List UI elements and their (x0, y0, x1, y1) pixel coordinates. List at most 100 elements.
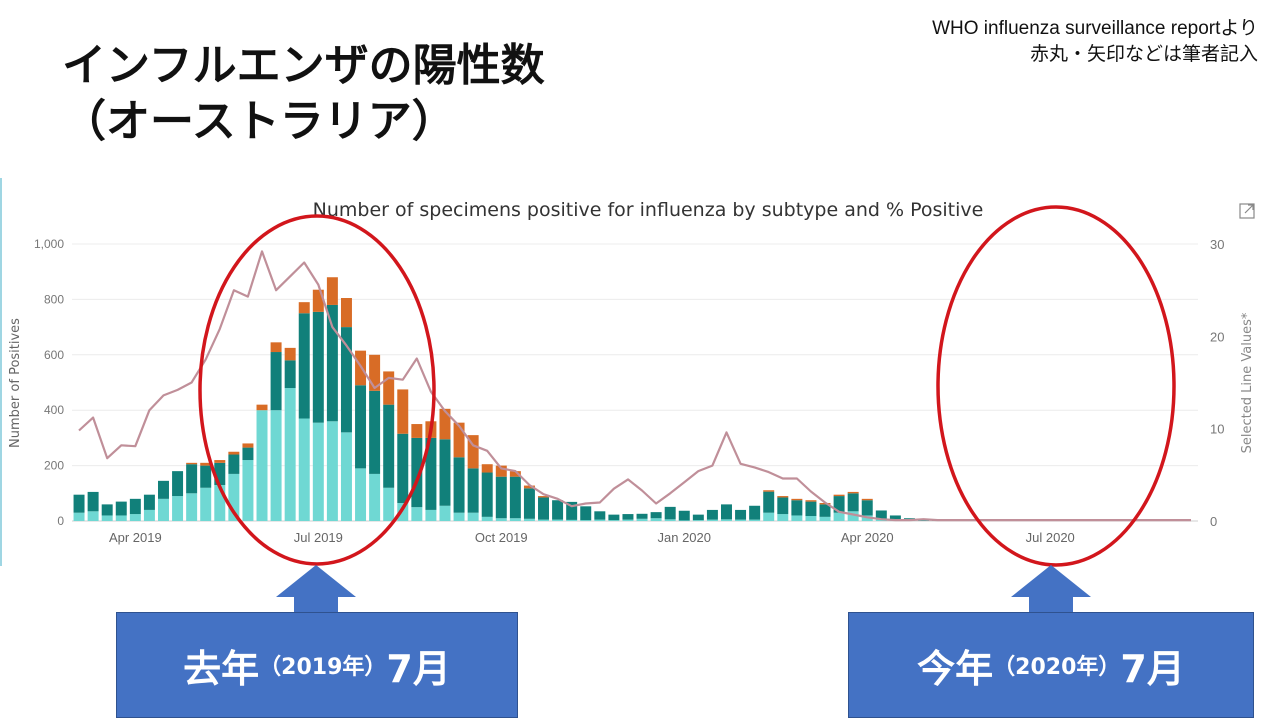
bar-segment-teal (298, 313, 310, 419)
bar-segment-light (129, 514, 141, 521)
bar-segment-orange (186, 462, 198, 465)
bar-segment-teal (270, 352, 282, 411)
bar-segment-light (143, 509, 155, 521)
bar-segment-orange (439, 408, 451, 440)
bar-segment-teal (73, 494, 85, 513)
bar-segment-orange (312, 289, 324, 312)
bar-segment-teal (509, 476, 521, 519)
expand-icon[interactable] (1239, 203, 1255, 219)
bar-segment-teal (242, 447, 254, 461)
bar-segment-light (340, 432, 352, 521)
bar-segment-teal (481, 472, 493, 517)
x-tick-label: Jan 2020 (658, 530, 712, 545)
bar-segment-teal (777, 497, 789, 515)
y-tick-label: 0 (57, 514, 64, 528)
bar-segment-teal (143, 494, 155, 510)
bar-segment-teal (594, 511, 606, 520)
bar-segment-teal (692, 514, 704, 521)
bar-segment-orange (861, 498, 873, 501)
bar-segment-orange (369, 354, 381, 391)
y-tick-label: 200 (44, 459, 64, 473)
y-axis-label: Number of Positives (8, 318, 23, 448)
bar-segment-orange (242, 443, 254, 448)
bar-segment-teal (284, 360, 296, 389)
bar-segment-teal (397, 433, 409, 503)
source-note: WHO influenza surveillance reportより 赤丸・矢… (932, 16, 1258, 68)
bar-segment-light (720, 519, 732, 521)
bar-segment-light (312, 422, 324, 521)
callout-box-2019: 去年 （2019年） 7月 (116, 612, 518, 718)
bar-segment-light (284, 388, 296, 521)
x-tick-label: Oct 2019 (475, 530, 528, 545)
bar-segment-orange (256, 404, 268, 411)
bar-segment-teal (805, 501, 817, 517)
bar-segment-orange (397, 389, 409, 434)
bar-segment-teal (495, 476, 507, 519)
y2-tick-label: 10 (1210, 422, 1224, 437)
callout-2019-year: （2019年） (259, 655, 387, 680)
bar-segment-light (172, 496, 184, 521)
bar-segment-teal (186, 464, 198, 494)
bar-segment-teal (861, 500, 873, 516)
y-tick-label: 400 (44, 403, 64, 417)
bar-segment-teal (650, 512, 662, 519)
source-note-line2: 赤丸・矢印などは筆者記入 (1029, 44, 1258, 65)
bar-segment-orange (200, 462, 212, 466)
bar-segment-light (594, 519, 606, 521)
bar-segment-teal (228, 454, 240, 474)
bar-segment-orange (495, 465, 507, 477)
bar-segment-teal (791, 500, 803, 516)
bar-segment-light (566, 519, 578, 521)
bar-segment-teal (749, 505, 761, 520)
bar-segment-teal (608, 514, 620, 521)
callout-2019-main: 去年 (183, 646, 260, 691)
bar-segment-orange (214, 460, 226, 463)
bar-segment-teal (101, 504, 113, 516)
bar-segment-light (636, 518, 648, 521)
x-tick-label: Apr 2019 (109, 530, 162, 545)
bar-segment-teal (622, 514, 634, 520)
bar-segment-light (425, 509, 437, 521)
bar-segment-light (355, 468, 367, 521)
bar-segment-teal (538, 497, 550, 520)
bar-segment-light (833, 512, 845, 521)
bar-segment-light (678, 520, 690, 521)
bar-segment-light (326, 421, 338, 521)
slide-title: インフルエンザの陽性数 （オーストラリア） (62, 38, 545, 150)
bar-segment-teal (157, 480, 169, 499)
left-up-arrow (276, 565, 356, 615)
bar-segment-orange (509, 471, 521, 477)
bar-segment-light (411, 507, 423, 521)
bar-segment-orange (763, 490, 775, 492)
bar-segment-teal (847, 493, 859, 512)
bar-segment-light (397, 502, 409, 521)
y2-tick-label: 0 (1210, 514, 1217, 529)
bar-segment-light (819, 516, 831, 521)
callout-box-2020: 今年 （2020年） 7月 (848, 612, 1254, 718)
callout-2020-year: （2020年） (993, 655, 1121, 680)
bar-segment-light (777, 514, 789, 521)
bar-segment-teal (214, 462, 226, 485)
bar-segment-teal (383, 404, 395, 488)
bar-segment-light (706, 519, 718, 521)
bar-segment-teal (636, 513, 648, 519)
bar-segment-light (439, 505, 451, 521)
source-note-line1: WHO influenza surveillance reportより (932, 18, 1258, 39)
bar-segment-orange (538, 496, 550, 498)
bar-segment-light (383, 487, 395, 521)
bar-segment-light (87, 511, 99, 521)
bar-segment-orange (777, 496, 789, 498)
bar-segment-orange (298, 302, 310, 314)
bar-segment-teal (172, 471, 184, 497)
bar-segment-light (847, 511, 859, 521)
bar-segment-light (735, 519, 747, 521)
bar-segment-light (481, 516, 493, 521)
bar-segment-light (157, 498, 169, 521)
bar-segment-teal (87, 491, 99, 512)
slide-title-line1: インフルエンザの陽性数 (62, 40, 545, 91)
x-tick-label: Jul 2020 (1026, 530, 1075, 545)
bar-segment-teal (889, 515, 901, 520)
y-tick-label: 800 (44, 292, 64, 306)
bar-segment-orange (453, 422, 465, 458)
y2-tick-label: 20 (1210, 329, 1224, 344)
